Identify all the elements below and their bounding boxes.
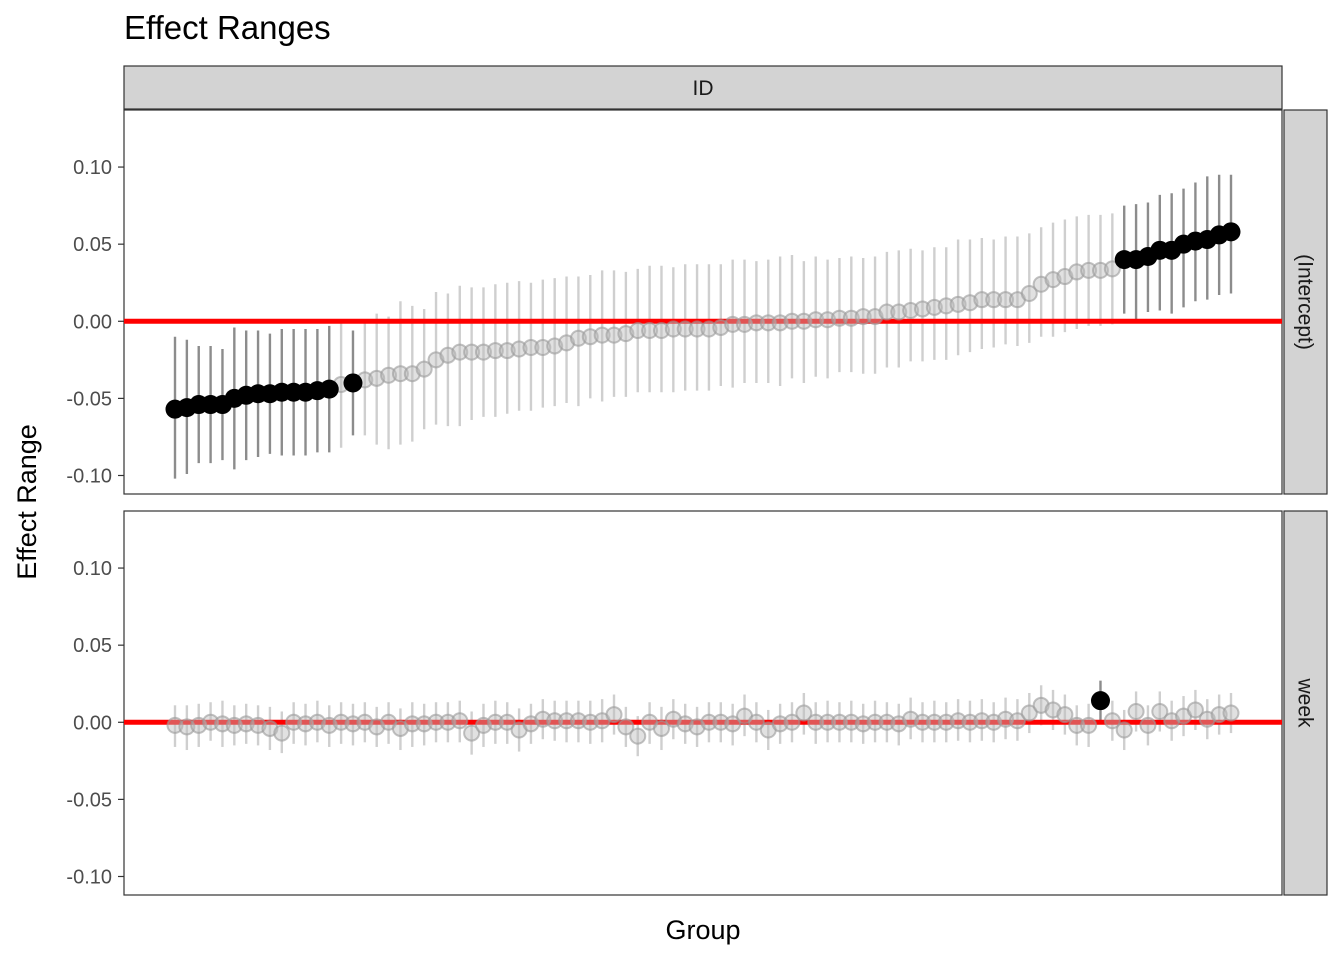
panels-layer: (Intercept) -0.10 -0.05 0.00 0.05 0.10 week -0.… <box>66 109 1328 896</box>
estimate-point <box>914 713 932 731</box>
estimate-point <box>925 713 943 731</box>
y-tick-label: 0.10 <box>73 558 112 580</box>
estimate-point <box>700 713 718 731</box>
estimate-point <box>486 342 504 360</box>
y-tick-label: 0.05 <box>73 234 112 256</box>
y-tick-label: 0.00 <box>73 712 112 734</box>
estimate-point <box>783 713 801 731</box>
y-tick-label: -0.05 <box>66 789 112 811</box>
estimate-point <box>1020 704 1038 722</box>
estimate-point <box>498 713 516 731</box>
estimate-point <box>641 322 659 340</box>
estimate-point <box>724 715 742 733</box>
estimate-point <box>558 712 576 730</box>
facet-row-label: week <box>1294 677 1317 728</box>
estimate-point-significant <box>1090 691 1110 711</box>
estimate-point <box>593 326 611 344</box>
estimate-point <box>652 719 670 737</box>
estimate-point <box>819 713 837 731</box>
estimate-point <box>747 713 765 731</box>
estimate-point-significant <box>1221 222 1241 242</box>
estimate-point <box>451 712 469 730</box>
estimate-point <box>546 712 564 730</box>
estimate-point <box>688 320 706 338</box>
estimate-point <box>427 713 445 731</box>
y-axis-title: Effect Range <box>12 424 42 580</box>
facet-row-label: (Intercept) <box>1294 254 1317 350</box>
estimate-point <box>1008 712 1026 730</box>
estimate-point <box>1103 260 1121 278</box>
estimate-point <box>1103 712 1121 730</box>
y-tick-label: 0.00 <box>73 311 112 333</box>
estimate-point <box>1080 716 1098 734</box>
estimate-point <box>973 291 991 309</box>
estimate-point <box>724 315 742 333</box>
facet-strip-top: ID <box>123 65 1283 110</box>
estimate-point <box>1222 704 1240 722</box>
estimate-point <box>451 343 469 361</box>
estimate-point <box>629 727 647 745</box>
estimate-point-significant <box>319 379 339 399</box>
estimate-point <box>1127 702 1145 720</box>
estimate-point <box>854 308 872 326</box>
estimate-point <box>878 303 896 321</box>
facet-strip-row <box>1283 510 1328 896</box>
estimate-point <box>1068 716 1086 734</box>
estimate-point <box>747 314 765 332</box>
facet-strip-background <box>123 65 1283 110</box>
estimate-point <box>795 704 813 722</box>
y-tick-label: -0.05 <box>66 388 112 410</box>
estimate-point <box>1080 261 1098 279</box>
facet-strip-row <box>1283 109 1328 495</box>
estimate-point <box>759 314 777 332</box>
y-tick-label: 0.05 <box>73 635 112 657</box>
chart-title: Effect Ranges <box>124 9 331 46</box>
x-axis-title: Group <box>665 915 740 945</box>
estimate-point <box>1020 285 1038 303</box>
y-tick-label: -0.10 <box>66 866 112 888</box>
estimate-point <box>1151 702 1169 720</box>
estimate-point <box>403 715 421 733</box>
estimate-point <box>463 724 481 742</box>
estimate-point <box>783 312 801 330</box>
panel-1: week -0.10 -0.05 0.00 0.05 0.10 <box>66 510 1328 896</box>
estimate-point <box>415 360 433 378</box>
estimate-point <box>617 718 635 736</box>
estimate-point <box>522 338 540 356</box>
facet-column-label: ID <box>693 77 714 100</box>
estimate-point <box>605 706 623 724</box>
y-tick-label: 0.10 <box>73 157 112 179</box>
estimate-point <box>463 343 481 361</box>
estimate-point <box>830 309 848 327</box>
estimate-point <box>629 322 647 340</box>
estimate-point-significant <box>343 373 363 393</box>
estimate-point <box>676 320 694 338</box>
y-tick-label: -0.10 <box>66 465 112 487</box>
estimate-point <box>997 291 1015 309</box>
estimate-point <box>664 320 682 338</box>
estimate-point <box>486 713 504 731</box>
estimate-point <box>985 291 1003 309</box>
estimate-point <box>1115 721 1133 739</box>
estimate-point <box>807 311 825 329</box>
estimate-point <box>391 365 409 383</box>
panel-0: (Intercept) -0.10 -0.05 0.00 0.05 0.10 <box>66 109 1328 495</box>
estimate-point <box>1186 701 1204 719</box>
estimate-point <box>273 724 291 742</box>
estimate-point <box>1139 716 1157 734</box>
estimate-point <box>866 713 884 731</box>
panel-border <box>123 109 1283 495</box>
estimate-point <box>807 713 825 731</box>
estimate-point <box>830 713 848 731</box>
estimate-point <box>1056 706 1074 724</box>
